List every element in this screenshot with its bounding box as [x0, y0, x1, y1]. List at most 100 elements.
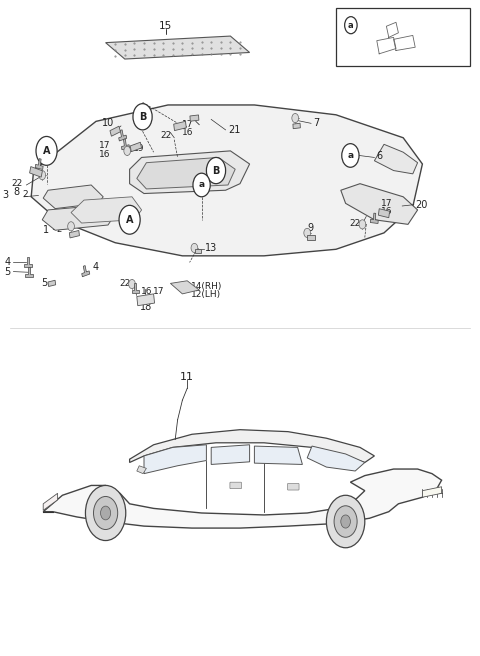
Circle shape — [206, 157, 226, 184]
Text: 22: 22 — [120, 279, 131, 288]
Text: 16: 16 — [141, 287, 152, 297]
FancyBboxPatch shape — [288, 483, 299, 490]
Circle shape — [100, 506, 110, 520]
Polygon shape — [43, 469, 442, 528]
Polygon shape — [137, 294, 155, 306]
Text: 5: 5 — [41, 278, 47, 289]
Text: 4: 4 — [4, 257, 11, 268]
Polygon shape — [106, 36, 250, 59]
Polygon shape — [137, 157, 235, 189]
Circle shape — [326, 495, 365, 548]
Text: 3: 3 — [2, 190, 9, 201]
Polygon shape — [35, 159, 43, 169]
Polygon shape — [374, 144, 418, 174]
Polygon shape — [43, 493, 58, 510]
Circle shape — [345, 16, 357, 33]
Polygon shape — [137, 466, 146, 474]
Polygon shape — [170, 281, 199, 294]
Polygon shape — [254, 446, 302, 464]
Polygon shape — [43, 185, 103, 209]
Polygon shape — [25, 267, 33, 277]
Circle shape — [124, 146, 131, 155]
Polygon shape — [174, 121, 186, 131]
Polygon shape — [211, 445, 250, 464]
Polygon shape — [130, 151, 250, 194]
Text: 1: 1 — [43, 224, 49, 235]
Text: 17: 17 — [182, 120, 193, 129]
Text: B: B — [212, 165, 220, 176]
Text: 7: 7 — [313, 118, 320, 129]
Text: a: a — [348, 151, 353, 160]
Text: 10: 10 — [102, 118, 114, 129]
Polygon shape — [378, 209, 390, 218]
Polygon shape — [69, 230, 80, 238]
Circle shape — [304, 228, 311, 237]
Polygon shape — [121, 139, 130, 150]
Polygon shape — [31, 105, 422, 256]
Text: B: B — [139, 112, 146, 122]
Text: 12(LH): 12(LH) — [191, 290, 221, 299]
Circle shape — [133, 104, 152, 130]
Circle shape — [341, 515, 350, 528]
Circle shape — [39, 171, 46, 180]
Text: 15: 15 — [159, 21, 172, 31]
Text: 9: 9 — [307, 223, 313, 234]
Circle shape — [94, 497, 118, 529]
Circle shape — [68, 222, 74, 231]
Polygon shape — [132, 283, 139, 293]
Text: 8: 8 — [13, 187, 19, 197]
Circle shape — [334, 506, 357, 537]
Polygon shape — [341, 184, 418, 224]
Circle shape — [36, 136, 57, 165]
Circle shape — [119, 205, 140, 234]
Text: 21: 21 — [228, 125, 241, 135]
Polygon shape — [119, 130, 127, 141]
Text: 6: 6 — [377, 151, 383, 161]
Text: 13: 13 — [205, 243, 218, 253]
Text: 5: 5 — [4, 266, 11, 277]
Polygon shape — [308, 236, 315, 239]
Polygon shape — [422, 487, 442, 497]
Polygon shape — [144, 445, 206, 474]
Circle shape — [292, 113, 299, 123]
Text: 17: 17 — [153, 287, 164, 297]
Text: 17: 17 — [381, 199, 392, 208]
Polygon shape — [48, 280, 56, 287]
Text: 18: 18 — [140, 302, 152, 312]
FancyBboxPatch shape — [336, 8, 470, 66]
Text: 11: 11 — [180, 372, 194, 382]
Circle shape — [193, 173, 210, 197]
Polygon shape — [195, 249, 201, 253]
Polygon shape — [307, 446, 365, 471]
Text: 19: 19 — [133, 144, 145, 154]
Polygon shape — [130, 142, 142, 152]
Text: 4: 4 — [93, 262, 99, 272]
Polygon shape — [190, 115, 199, 121]
Polygon shape — [110, 126, 120, 136]
Polygon shape — [24, 257, 32, 267]
Circle shape — [129, 279, 135, 289]
Polygon shape — [42, 205, 113, 230]
Polygon shape — [371, 213, 378, 224]
Circle shape — [359, 220, 366, 229]
Text: 20: 20 — [416, 199, 428, 210]
Text: A: A — [126, 215, 133, 225]
Polygon shape — [82, 266, 90, 277]
Polygon shape — [293, 123, 300, 129]
Text: 23: 23 — [384, 18, 399, 31]
Text: 22: 22 — [161, 131, 172, 140]
Text: 17: 17 — [99, 141, 110, 150]
Text: 16: 16 — [381, 207, 392, 216]
Text: 14(RH): 14(RH) — [191, 281, 222, 291]
Text: 22: 22 — [12, 179, 23, 188]
Text: 2: 2 — [22, 190, 28, 199]
Polygon shape — [71, 197, 142, 223]
Text: 22: 22 — [350, 218, 361, 228]
Text: a: a — [199, 180, 204, 190]
Circle shape — [85, 485, 126, 541]
Polygon shape — [130, 430, 374, 462]
Text: a: a — [348, 21, 354, 30]
Text: A: A — [43, 146, 50, 156]
Text: ─2: ─2 — [52, 225, 62, 234]
Circle shape — [191, 243, 198, 253]
